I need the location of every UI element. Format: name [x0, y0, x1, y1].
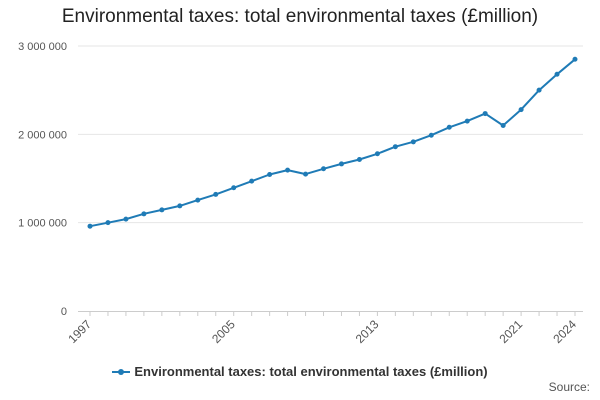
data-point	[554, 71, 560, 77]
data-point	[536, 87, 542, 93]
data-point	[374, 151, 380, 157]
series-group	[87, 56, 578, 229]
data-point	[464, 118, 470, 124]
data-point	[159, 207, 165, 213]
y-tick-label: 0	[61, 306, 67, 318]
data-point	[231, 185, 237, 191]
x-tick-label: 2024	[550, 317, 579, 346]
data-point	[267, 172, 273, 178]
data-point	[321, 166, 327, 172]
data-point	[518, 107, 524, 113]
data-point	[446, 124, 452, 130]
legend[interactable]: Environmental taxes: total environmental…	[0, 364, 600, 379]
x-axis: 1997 2005 2013 2021 2024	[65, 311, 583, 346]
data-point	[572, 56, 578, 62]
data-point	[123, 216, 129, 222]
data-point	[482, 111, 488, 117]
x-tick-label: 1997	[65, 317, 94, 346]
data-point	[338, 161, 344, 167]
data-point	[87, 223, 93, 229]
y-tick-label: 1 000 000	[18, 218, 67, 230]
chart-title: Environmental taxes: total environmental…	[61, 6, 539, 27]
x-tick-label: 2005	[209, 317, 238, 346]
data-point	[285, 167, 291, 173]
data-point	[213, 191, 219, 197]
data-point	[392, 144, 398, 150]
data-point	[195, 197, 201, 203]
gridlines	[78, 45, 583, 224]
data-point	[105, 220, 111, 226]
y-axis-ticks: 0 1 000 000 2 000 000 3 000 000	[18, 41, 67, 318]
x-tick-label: 2013	[353, 317, 382, 346]
legend-label: Environmental taxes: total environmental…	[134, 364, 488, 379]
data-point	[410, 139, 416, 145]
x-tick-label: 2021	[496, 317, 525, 346]
data-point	[249, 178, 255, 184]
data-point	[303, 171, 309, 177]
data-point	[177, 203, 183, 209]
legend-swatch	[112, 368, 131, 375]
y-tick-label: 3 000 000	[18, 41, 67, 53]
data-point	[428, 132, 434, 138]
data-point	[500, 123, 506, 128]
y-tick-label: 2 000 000	[18, 129, 67, 141]
data-point	[356, 157, 362, 163]
data-point	[141, 211, 147, 217]
source-label: Source:	[548, 380, 590, 394]
series-line	[89, 58, 576, 228]
